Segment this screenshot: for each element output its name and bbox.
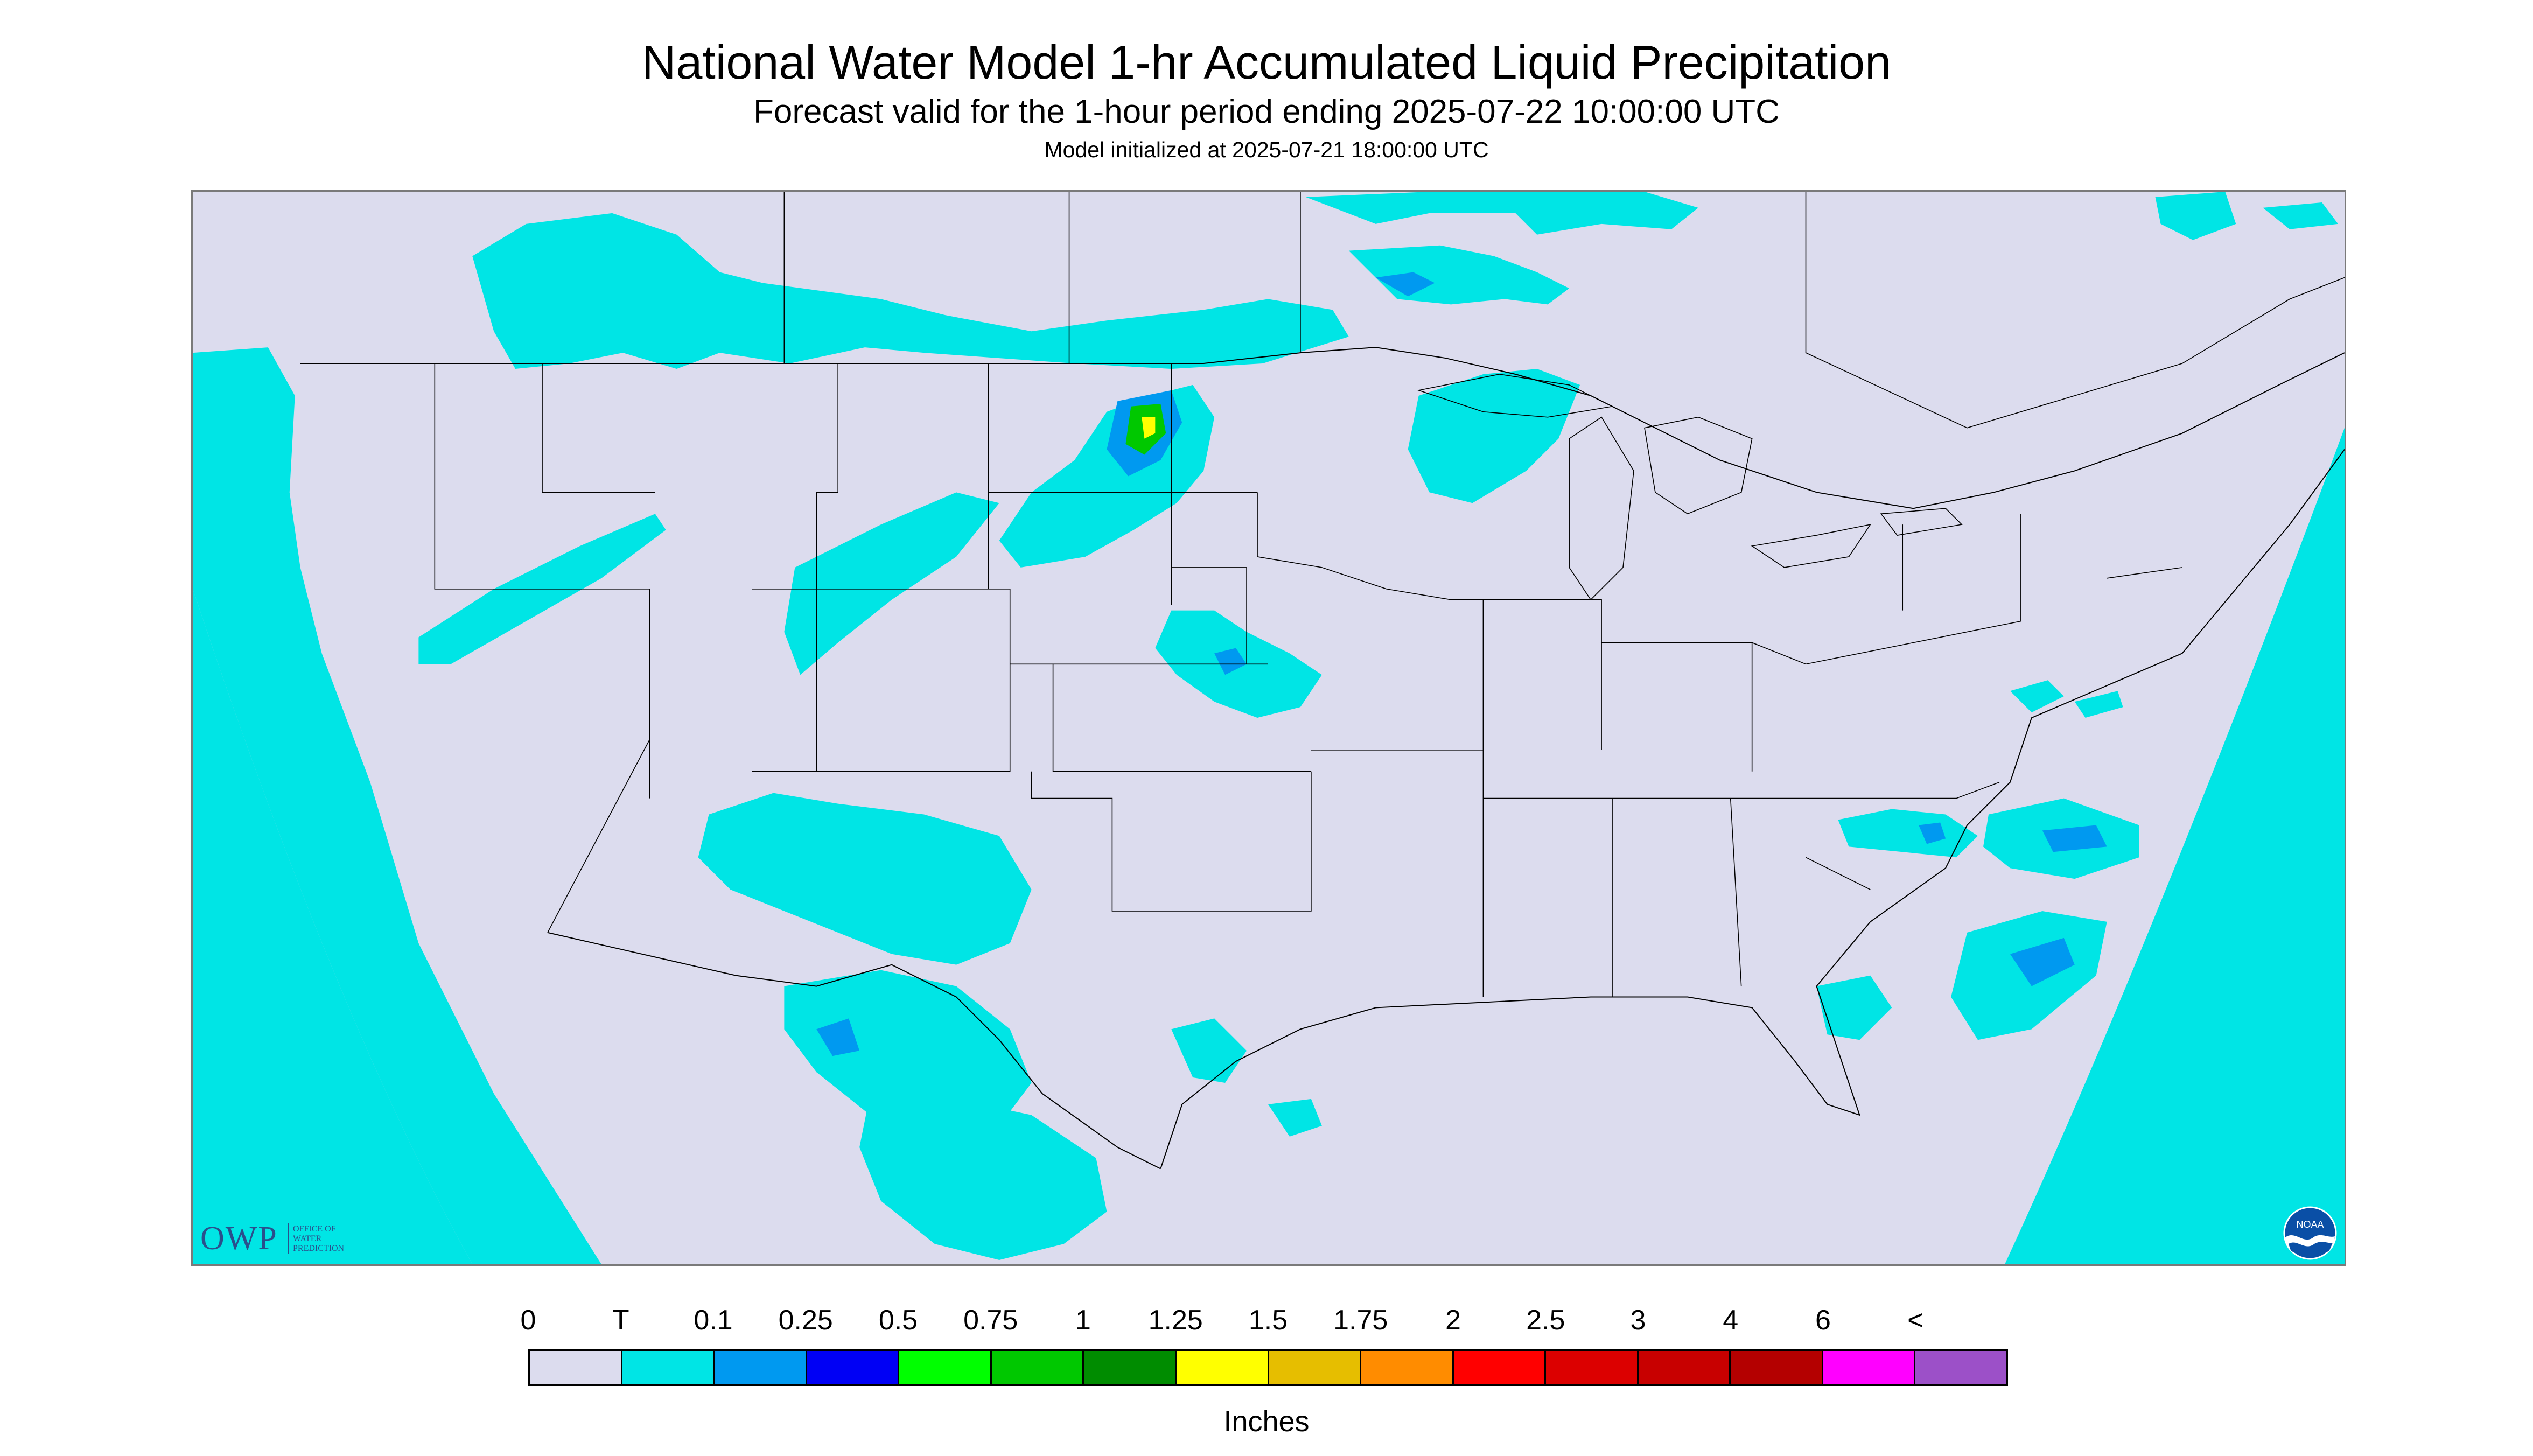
legend-tick-label: < [1907, 1305, 1924, 1336]
legend-tick-label: 2 [1445, 1305, 1461, 1336]
colorbar-swatch [530, 1351, 622, 1384]
colorbar-swatch [1915, 1351, 2006, 1384]
legend-tick-label: 1 [1075, 1305, 1091, 1336]
precip-area-maritime [2155, 192, 2339, 240]
colorbar-swatch [1176, 1351, 1269, 1384]
precip-area-canada-east [1305, 192, 1698, 235]
precip-area-nebraska-core [1214, 648, 1247, 675]
noaa-logo-icon: NOAA [2283, 1206, 2337, 1260]
political-boundaries [300, 192, 2345, 1170]
precip-area-southwest [698, 793, 1032, 965]
us-mexico-border [547, 932, 1161, 1170]
owp-logo-line-3: Prediction [293, 1244, 345, 1253]
noaa-logo-text: NOAA [2296, 1219, 2324, 1230]
owp-wordmark: OWP [200, 1220, 278, 1257]
precip-area-texas-core [816, 1018, 860, 1056]
precip-area-carolinas [1838, 809, 1978, 858]
precip-area-carolinas-core [1919, 822, 1946, 844]
pacific-precip-area [193, 347, 601, 1264]
legend-tick-label: 1.25 [1148, 1305, 1203, 1336]
legend-tick-label: 0.5 [878, 1305, 918, 1336]
colorbar-swatch [991, 1351, 1084, 1384]
owp-logo-line-2: Water [293, 1234, 322, 1243]
precip-area-atlantic [1816, 798, 2139, 1040]
outside-domain-west [193, 315, 473, 1264]
legend-units-label: Inches [1223, 1405, 1310, 1438]
legend-tick-label: T [612, 1305, 629, 1336]
great-lakes-outline [1417, 374, 1963, 600]
precip-area-montana [472, 213, 1349, 369]
precip-area-mexico [859, 1093, 1107, 1261]
canada-province-lines [783, 192, 2345, 429]
legend-tick-label: 1.75 [1333, 1305, 1388, 1336]
colorbar-swatch [1269, 1351, 1362, 1384]
precip-area-ontario-core [1375, 272, 1435, 297]
owp-logo: OWP Office of Water Prediction [200, 1218, 373, 1259]
colorbar-swatch [1453, 1351, 1547, 1384]
colorbar-swatch [1638, 1351, 1731, 1384]
legend-tick-label: 1.5 [1248, 1305, 1288, 1336]
precip-area-dakotas [999, 384, 1215, 568]
legend-tick-label: 3 [1630, 1305, 1646, 1336]
owp-logo-line-1: Office of [293, 1224, 336, 1234]
precip-area-texas [784, 970, 1032, 1137]
precipitation-colorbar [528, 1349, 2008, 1386]
precipitation-map [191, 190, 2346, 1266]
legend-tick-label: 0.25 [778, 1305, 833, 1336]
colorbar-swatch [715, 1351, 807, 1384]
precip-area-great-lakes [1408, 369, 1580, 503]
precip-area-gulf [1171, 1018, 1322, 1137]
map-title: National Water Model 1-hr Accumulated Li… [641, 36, 1892, 89]
gulf-coast [1160, 449, 2345, 1169]
colorbar-swatch [1546, 1351, 1639, 1384]
legend-tick-labels: 0 T 0.1 0.25 0.5 0.75 1 1.25 1.5 1.75 2 2.5 3 4 6 < [0, 1303, 2533, 1341]
colorbar-swatch [1731, 1351, 1823, 1384]
state-lines [434, 363, 2182, 997]
colorbar-swatch [899, 1351, 992, 1384]
legend-tick-label: 4 [1723, 1305, 1739, 1336]
legend-tick-label: 2.5 [1526, 1305, 1565, 1336]
precip-area-northeast [2010, 680, 2123, 718]
legend-tick-label: 0 [520, 1305, 536, 1336]
us-canada-border [300, 347, 2345, 509]
colorbar-swatch [1361, 1351, 1454, 1384]
legend-tick-label: 6 [1815, 1305, 1831, 1336]
precip-area-colorado [784, 492, 999, 675]
precip-area-ontario [1348, 245, 1570, 305]
forecast-valid-subtitle: Forecast valid for the 1-hour period end… [753, 93, 1780, 130]
colorbar-swatch [622, 1351, 715, 1384]
model-init-caption: Model initialized at 2025-07-21 18:00:00… [1044, 137, 1489, 162]
precip-area-atlantic-core [2010, 825, 2107, 986]
colorbar-swatch [1084, 1351, 1177, 1384]
legend-tick-label: 0.1 [694, 1305, 733, 1336]
colorbar-swatch [1823, 1351, 1916, 1384]
map-canvas [193, 192, 2345, 1264]
owp-logo-text: Office of Water Prediction [293, 1224, 344, 1254]
colorbar-swatch [807, 1351, 900, 1384]
owp-logo-divider [288, 1223, 289, 1254]
legend-tick-label: 0.75 [963, 1305, 1018, 1336]
precip-area-dakotas-peak [1142, 417, 1156, 439]
outside-domain-east [2004, 428, 2345, 1264]
